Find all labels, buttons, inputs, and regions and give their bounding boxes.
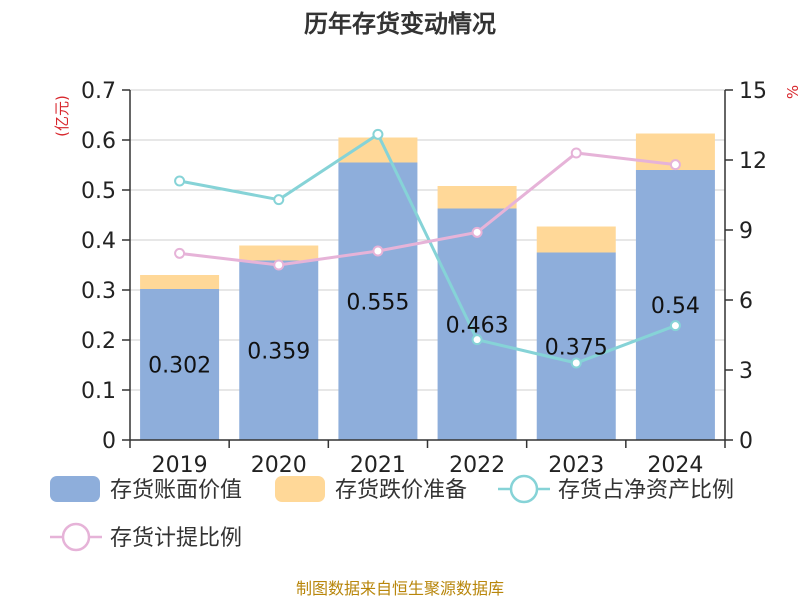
legend-swatch — [275, 476, 325, 502]
left-axis-tick-label: 0.2 — [81, 329, 116, 354]
legend-swatch-marker — [509, 474, 539, 504]
data-label: 0.375 — [545, 335, 608, 360]
x-axis-tick-label: 2019 — [152, 453, 208, 478]
left-axis-tick-label: 0.6 — [81, 129, 116, 154]
line-point — [570, 147, 582, 159]
line-point — [174, 175, 186, 187]
legend-label: 存货占净资产比例 — [558, 478, 734, 503]
legend-label: 存货跌价准备 — [335, 478, 467, 503]
bar-impairment-reserve — [239, 245, 319, 261]
line-point — [669, 159, 681, 171]
bar-group — [140, 133, 715, 440]
line-net-asset-ratio — [179, 132, 676, 365]
bar-impairment-reserve — [338, 137, 418, 163]
bar-book-value — [338, 162, 418, 440]
bar-book-value — [239, 260, 319, 440]
right-axis-tick-label: 9 — [739, 219, 753, 244]
left-axis-tick-label: 0.5 — [81, 179, 116, 204]
line-point — [372, 245, 384, 257]
left-axis-unit: (亿元) — [53, 95, 71, 137]
line-point — [570, 357, 582, 369]
data-label: 0.302 — [148, 354, 211, 379]
left-axis-tick-label: 0.1 — [81, 379, 116, 404]
data-label: 0.555 — [346, 290, 409, 315]
bar-impairment-reserve — [536, 226, 616, 253]
x-axis-tick-label: 2024 — [647, 453, 703, 478]
data-label: 0.463 — [446, 313, 509, 338]
line-point — [372, 128, 384, 140]
legend-label: 存货账面价值 — [110, 478, 242, 503]
right-axis-tick-label: 15 — [739, 79, 767, 104]
legend-label: 存货计提比例 — [110, 526, 242, 551]
data-label: 0.54 — [651, 294, 700, 319]
x-axis-tick-label: 2020 — [251, 453, 307, 478]
x-axis-tick-label: 2022 — [449, 453, 505, 478]
line-provision-ratio — [179, 151, 676, 267]
axes: 0 0.1 0.2 0.3 0.4 0.5 0.6 0.7 0 3 6 9 12 15 2019 2020 20… — [81, 79, 767, 478]
right-axis-tick-label: 12 — [739, 149, 767, 174]
legend-swatch — [50, 476, 100, 502]
line-point — [273, 194, 285, 206]
line-point — [471, 334, 483, 346]
right-axis-tick-label: 3 — [739, 359, 753, 384]
data-label: 0.359 — [247, 339, 310, 364]
bar-impairment-reserve — [437, 186, 517, 209]
bar-impairment-reserve — [140, 275, 220, 289]
line-point — [273, 259, 285, 271]
bar-book-value — [635, 170, 715, 440]
data-labels: 0.302 0.359 0.555 0.463 0.375 0.54 — [148, 290, 700, 378]
line-point — [174, 247, 186, 259]
left-axis-tick-label: 0.7 — [81, 79, 116, 104]
x-axis-tick-label: 2023 — [548, 453, 604, 478]
right-axis-tick-label: 0 — [739, 429, 753, 454]
legend-swatch-marker — [61, 522, 91, 552]
left-axis-tick-label: 0.4 — [81, 229, 116, 254]
right-axis-unit: % — [784, 85, 800, 99]
left-axis-tick-label: 0.3 — [81, 279, 116, 304]
line-group — [174, 128, 681, 369]
bar-book-value — [536, 252, 616, 440]
right-axis-tick-label: 6 — [739, 289, 753, 314]
left-axis-tick-label: 0 — [102, 429, 116, 454]
source-note: 制图数据来自恒生聚源数据库 — [296, 579, 504, 598]
x-axis-tick-label: 2021 — [350, 453, 406, 478]
bar-book-value — [437, 208, 517, 440]
line-point — [471, 226, 483, 238]
line-point — [669, 320, 681, 332]
chart-title: 历年存货变动情况 — [304, 10, 496, 38]
bar-book-value — [140, 289, 220, 440]
